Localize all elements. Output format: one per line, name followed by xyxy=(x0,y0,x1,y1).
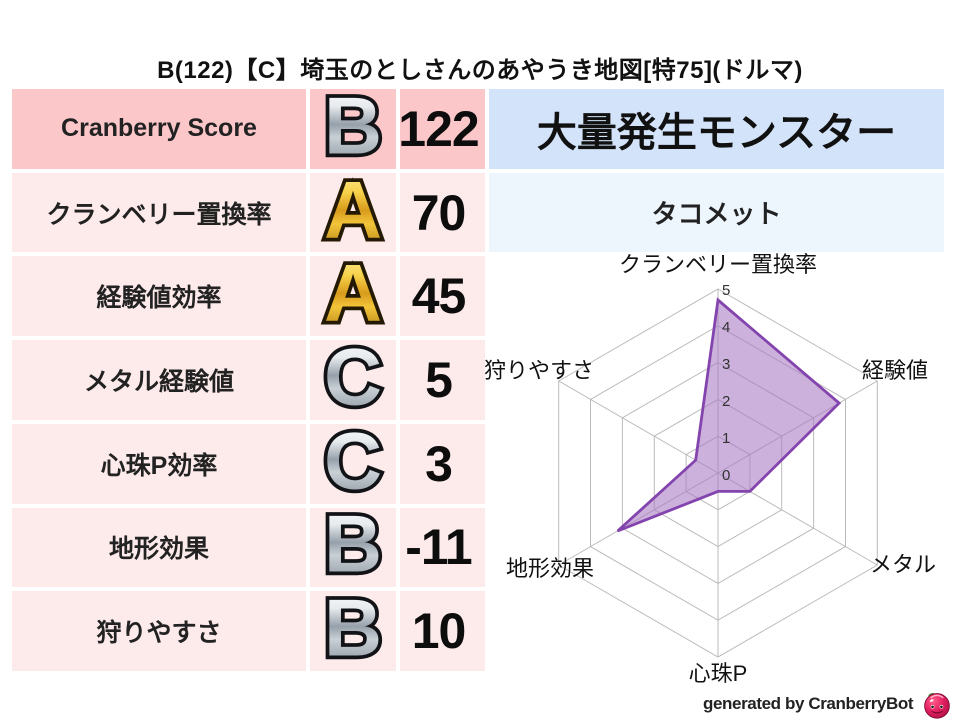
svg-text:5: 5 xyxy=(722,282,730,299)
svg-text:心珠P: 心珠P xyxy=(689,661,748,686)
svg-text:2: 2 xyxy=(722,393,730,410)
svg-text:3: 3 xyxy=(722,356,730,373)
svg-text:地形効果: 地形効果 xyxy=(506,556,594,581)
svg-text:狩りやすさ: 狩りやすさ xyxy=(484,358,594,383)
svg-text:1: 1 xyxy=(722,430,730,447)
svg-text:メタル: メタル xyxy=(870,552,936,577)
svg-text:経験値: 経験値 xyxy=(862,358,928,383)
svg-text:クランベリー置換率: クランベリー置換率 xyxy=(619,252,817,277)
svg-text:0: 0 xyxy=(722,467,730,484)
svg-text:4: 4 xyxy=(722,319,730,336)
